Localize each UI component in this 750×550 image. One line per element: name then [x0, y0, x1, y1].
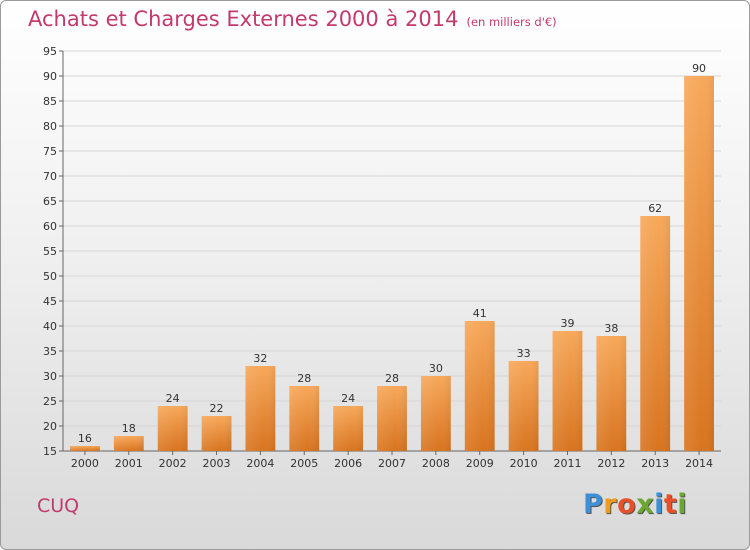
bar-shade — [157, 406, 188, 451]
y-tick-label: 70 — [43, 170, 57, 183]
y-tick-label: 30 — [43, 370, 57, 383]
y-tick-label: 20 — [43, 420, 57, 433]
y-tick-label: 80 — [43, 120, 57, 133]
bar-shade — [420, 376, 451, 451]
data-label: 24 — [166, 392, 180, 405]
chart-subtitle: (en milliers d'€) — [466, 15, 557, 29]
bar-shade — [684, 76, 714, 451]
logo-letter: r — [603, 489, 618, 520]
y-tick-label: 85 — [43, 95, 57, 108]
y-tick-label: 35 — [43, 345, 57, 358]
x-tick-label: 2008 — [422, 457, 450, 470]
y-tick-label: 90 — [43, 70, 57, 83]
bar-shade — [333, 406, 364, 451]
y-tick-label: 65 — [43, 195, 57, 208]
x-tick-label: 2001 — [115, 457, 143, 470]
y-tick-label: 60 — [43, 220, 57, 233]
x-tick-label: 2012 — [597, 457, 625, 470]
x-tick-label: 2011 — [553, 457, 581, 470]
bar-shade — [640, 216, 671, 451]
bar-shade — [245, 366, 276, 451]
logo-letter: P — [583, 489, 604, 520]
y-tick-label: 15 — [43, 445, 57, 458]
logo-letter: o — [617, 489, 637, 520]
data-label: 28 — [297, 372, 311, 385]
proxiti-logo[interactable]: Proxiti — [583, 489, 687, 520]
y-tick-label: 75 — [43, 145, 57, 158]
bar-shade — [70, 446, 100, 451]
x-tick-label: 2014 — [685, 457, 713, 470]
logo-letter: i — [677, 489, 688, 520]
y-tick-label: 50 — [43, 270, 57, 283]
bars — [70, 76, 714, 451]
data-label: 28 — [385, 372, 399, 385]
x-tick-label: 2002 — [159, 457, 187, 470]
y-tick-label: 95 — [43, 45, 57, 58]
data-label: 18 — [122, 422, 136, 435]
data-label: 30 — [429, 362, 443, 375]
bar-shade — [289, 386, 320, 451]
bar-shade — [552, 331, 583, 451]
data-label: 90 — [692, 62, 706, 75]
x-tick-label: 2003 — [203, 457, 231, 470]
logo-letter: i — [654, 489, 664, 520]
y-tick-labels: 15 20 25 30 35 40 45 50 55 60 65 70 75 80 85 90 95 — [43, 45, 57, 458]
x-tick-label: 2004 — [246, 457, 274, 470]
data-label: 33 — [517, 347, 531, 360]
logo-letter: t — [663, 489, 678, 520]
data-label: 62 — [648, 202, 662, 215]
x-tick-label: 2010 — [510, 457, 538, 470]
chart-title: Achats et Charges Externes 2000 à 2014 (e… — [28, 7, 557, 31]
bar-shade — [508, 361, 539, 451]
y-tick-label: 40 — [43, 320, 57, 333]
data-label: 24 — [341, 392, 355, 405]
x-tick-labels: 2000 2001 2002 2003 2004 2005 2006 2007 2008 2009… — [71, 457, 713, 470]
bar-shade — [464, 321, 495, 451]
y-tick-label: 45 — [43, 295, 57, 308]
x-tick-label: 2006 — [334, 457, 362, 470]
data-labels: 16 18 24 22 32 28 24 28 30 41 33 39 38 62 90 — [78, 62, 706, 445]
x-tick-label: 2013 — [641, 457, 669, 470]
data-label: 22 — [210, 402, 224, 415]
x-tick-label: 2005 — [290, 457, 318, 470]
commune-name: CUQ — [37, 495, 80, 517]
x-tick-label: 2007 — [378, 457, 406, 470]
data-label: 39 — [560, 317, 574, 330]
data-label: 16 — [78, 432, 92, 445]
logo-letter: x — [636, 489, 655, 520]
x-tick-label: 2000 — [71, 457, 99, 470]
bar-shade — [377, 386, 407, 451]
data-label: 38 — [604, 322, 618, 335]
bar-shade — [596, 336, 627, 451]
data-label: 32 — [253, 352, 267, 365]
y-tick-label: 55 — [43, 245, 57, 258]
chart-title-text: Achats et Charges Externes 2000 à 2014 — [28, 7, 459, 31]
bar-shade — [201, 416, 232, 451]
bar-shade — [113, 436, 144, 451]
y-tick-label: 25 — [43, 395, 57, 408]
x-tick-label: 2009 — [466, 457, 494, 470]
data-label: 41 — [473, 307, 487, 320]
